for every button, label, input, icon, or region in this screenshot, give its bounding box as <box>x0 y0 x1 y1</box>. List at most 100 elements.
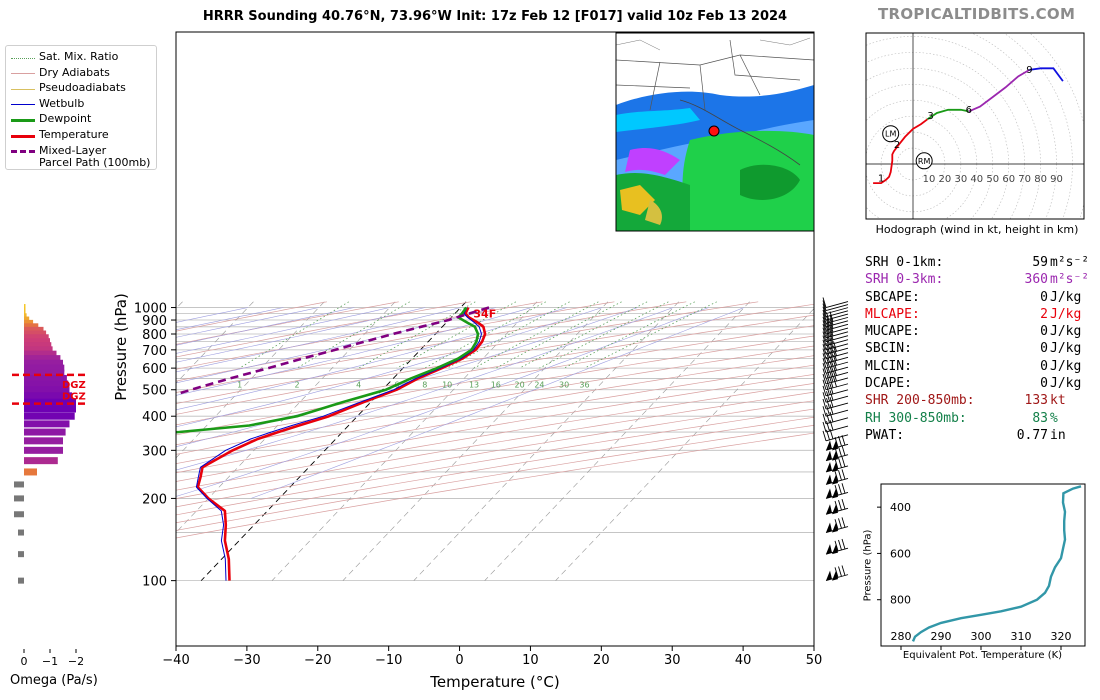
barb-feather <box>822 368 827 379</box>
barb-feather <box>829 318 834 329</box>
legend-item: Dewpoint <box>6 113 156 127</box>
dry-adiabat <box>176 301 399 345</box>
barb-feather <box>841 565 846 576</box>
moist-adiabat <box>176 307 567 411</box>
barb-feather <box>826 405 830 416</box>
barb-feather <box>822 323 827 335</box>
barb-feather <box>826 420 830 432</box>
barb-feather <box>826 429 830 441</box>
x-tick-label: 30 <box>664 653 681 668</box>
wind-barb <box>825 483 849 499</box>
stat-row: MUCAPE: 0 J/kg <box>865 324 1090 341</box>
stat-label: SHR 200-850mb: <box>865 393 975 409</box>
eq-y-axis-title: Pressure (hPa) <box>862 529 874 602</box>
isotherm <box>176 301 325 459</box>
moist-adiabat <box>176 307 638 448</box>
hodo-ring-label: 10 <box>923 174 936 185</box>
hodo-height-label: 9 <box>1026 65 1032 76</box>
barb-feather <box>826 362 830 373</box>
stat-value: 0 <box>1040 324 1048 340</box>
barb-feather <box>822 398 827 410</box>
wind-barb <box>822 297 849 308</box>
barb-feather <box>841 538 846 550</box>
storm-motion-marker <box>915 152 933 170</box>
barb-flag <box>826 461 832 472</box>
wind-barb <box>822 411 849 425</box>
dry-adiabat <box>176 301 327 332</box>
hodo-height-label: 6 <box>966 105 972 116</box>
wind-barb <box>822 309 849 321</box>
legend-swatch <box>11 150 35 154</box>
eq-trace <box>911 485 1082 642</box>
barb-shaft <box>825 301 849 308</box>
y-tick-label: 900 <box>142 314 167 329</box>
mixing-ratio-line <box>447 301 570 369</box>
barb-feather <box>829 356 834 367</box>
omega-bar <box>24 420 70 428</box>
wind-barb <box>822 345 849 360</box>
omega-bar <box>24 374 67 382</box>
barb-feather <box>834 458 839 469</box>
y-tick-label: 600 <box>142 362 167 377</box>
isotherm <box>555 308 814 581</box>
barb-feather <box>822 313 827 324</box>
hodo-trace <box>926 108 969 121</box>
x-tick-label: 20 <box>593 653 610 668</box>
dry-adiabat <box>176 301 615 382</box>
barb-feather <box>826 372 830 384</box>
barb-feather <box>822 316 827 327</box>
omega-bar <box>24 468 37 476</box>
x-tick-label: −10 <box>375 653 402 668</box>
barb-feather <box>833 370 837 382</box>
wind-barbs <box>813 32 849 646</box>
barb-feather <box>838 457 842 468</box>
omega-bar <box>18 551 24 558</box>
barb-feather <box>822 406 827 417</box>
legend-swatch <box>11 88 35 90</box>
omega-bar <box>24 446 63 454</box>
wind-barb <box>822 318 849 331</box>
x-axis-title: Temperature (°C) <box>430 673 560 691</box>
y-axis-title: Pressure (hPa) <box>112 293 130 401</box>
y-tick-label: 1000 <box>134 302 167 317</box>
barb-feather <box>822 344 827 355</box>
barb-feather <box>826 315 830 326</box>
omega-bar <box>24 457 58 465</box>
isotherm <box>271 301 538 581</box>
mixing-ratio-label: 10 <box>442 381 452 390</box>
barb-feather <box>822 300 827 311</box>
legend-item: Pseudoadiabats <box>6 82 156 96</box>
barb-feather <box>838 484 842 495</box>
stat-unit: J/kg <box>1050 358 1082 374</box>
barb-feather <box>822 379 827 390</box>
dry-adiabat <box>176 364 814 474</box>
barb-feather <box>826 384 830 396</box>
moist-adiabat <box>176 307 284 331</box>
barb-flag <box>826 504 832 515</box>
barb-feather <box>826 378 830 389</box>
y-tick-label: 400 <box>142 410 167 425</box>
barb-feather <box>829 351 834 362</box>
wind-barb <box>822 337 849 351</box>
wind-barb <box>822 341 849 355</box>
legend-label: Temperature <box>39 128 109 141</box>
legend-swatch <box>11 118 35 122</box>
legend-swatch <box>11 104 35 106</box>
wind-barb <box>822 325 849 339</box>
stat-label: SRH 0-1km: <box>865 255 944 270</box>
wind-barb <box>825 538 849 555</box>
barb-feather <box>829 337 834 349</box>
wind-barb <box>822 390 849 403</box>
legend-swatch <box>11 73 35 75</box>
y-tick-label: 100 <box>142 575 167 590</box>
stat-value: 0 <box>1040 289 1048 305</box>
radar-inset-map <box>615 32 815 232</box>
wind-barb <box>822 329 849 343</box>
wind-barb <box>822 397 849 410</box>
barb-feather <box>833 365 837 376</box>
stat-row: DCAPE: 0 J/kg <box>865 376 1090 393</box>
omega-bar <box>24 437 63 445</box>
wind-barb <box>822 321 849 335</box>
barb-feather <box>841 517 846 528</box>
wind-barb <box>825 517 849 533</box>
